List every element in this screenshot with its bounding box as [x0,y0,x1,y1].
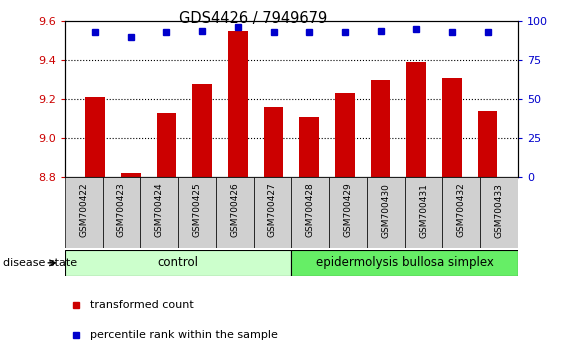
Bar [193,84,212,177]
Bar [140,177,178,248]
Bar [478,111,497,177]
Text: GSM700422: GSM700422 [79,183,88,237]
Bar [178,177,216,248]
Bar [335,93,355,177]
Bar [121,173,141,177]
Bar [86,97,105,177]
Bar [367,177,405,248]
Bar [65,177,102,248]
Bar [370,80,390,177]
Bar [157,113,176,177]
Bar [228,31,248,177]
Text: GSM700431: GSM700431 [419,183,428,238]
Bar [253,177,292,248]
Text: GSM700423: GSM700423 [117,183,126,238]
Bar [65,250,292,276]
Bar [292,177,329,248]
Text: epidermolysis bullosa simplex: epidermolysis bullosa simplex [316,256,494,269]
Bar [442,78,462,177]
Bar [292,250,518,276]
Text: percentile rank within the sample: percentile rank within the sample [90,330,278,339]
Text: GSM700425: GSM700425 [193,183,202,238]
Bar [480,177,518,248]
Bar [329,177,367,248]
Text: GSM700427: GSM700427 [268,183,277,238]
Text: GSM700432: GSM700432 [457,183,466,238]
Text: GSM700433: GSM700433 [494,183,503,238]
Text: GDS4426 / 7949679: GDS4426 / 7949679 [179,11,328,25]
Bar [216,177,253,248]
Bar [405,177,443,248]
Text: GSM700428: GSM700428 [306,183,315,238]
Text: GSM700424: GSM700424 [155,183,164,237]
Bar [102,177,140,248]
Bar [443,177,480,248]
Bar [300,116,319,177]
Bar [406,62,426,177]
Text: GSM700430: GSM700430 [381,183,390,238]
Text: GSM700426: GSM700426 [230,183,239,238]
Text: disease state: disease state [3,258,77,268]
Bar [263,107,283,177]
Text: GSM700429: GSM700429 [343,183,352,238]
Text: control: control [158,256,199,269]
Text: transformed count: transformed count [90,299,194,310]
